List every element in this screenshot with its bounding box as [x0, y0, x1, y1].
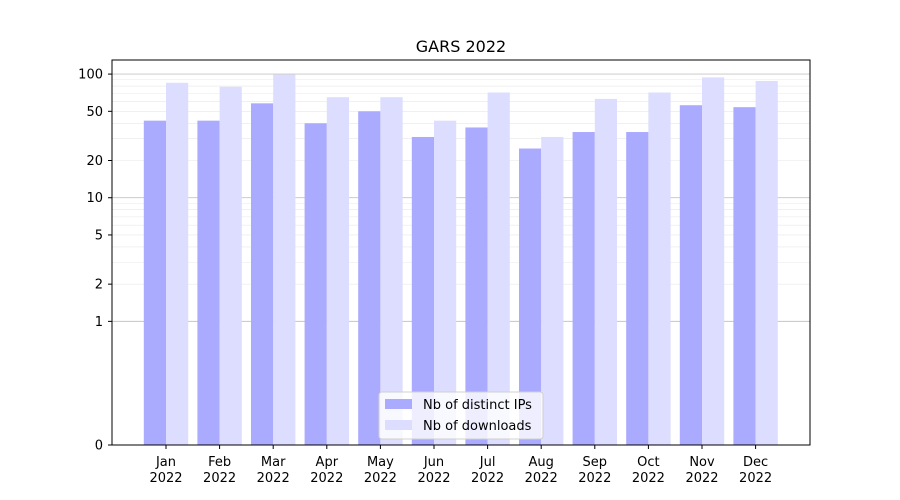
x-tick-label: May 2022: [364, 455, 397, 486]
bar-downloads: [648, 92, 671, 446]
bar-distinct-ips: [679, 105, 702, 445]
bar-downloads: [487, 92, 510, 446]
y-tick-label: 20: [86, 154, 103, 169]
x-tick-label: Jan 2022: [149, 455, 182, 486]
bar-downloads: [541, 136, 564, 445]
bar-downloads: [380, 97, 403, 446]
legend-box: [378, 391, 544, 440]
bar-downloads: [702, 77, 725, 445]
bar-downloads: [594, 98, 617, 445]
y-tick-label: 5: [95, 228, 103, 243]
y-tick-label: 50: [86, 105, 103, 120]
plot-frame: [111, 59, 811, 446]
x-tick-label: Sep 2022: [578, 455, 611, 486]
legend-swatch: [385, 399, 412, 409]
bar-distinct-ips: [304, 123, 327, 445]
legend: Nb of distinct IPs Nb of downloads: [378, 391, 544, 440]
bar-distinct-ips: [251, 103, 274, 445]
x-axis: Jan 2022 Feb 2022 Mar 2022 Apr 2022 May 2022 Jun 20…: [149, 445, 772, 486]
x-tick-label: Mar 2022: [257, 455, 290, 486]
bar-downloads: [755, 80, 778, 445]
x-tick-label: Jul 2022: [471, 455, 504, 486]
legend-swatch: [385, 420, 412, 430]
x-tick-label: Dec 2022: [739, 455, 772, 486]
bars: [143, 74, 778, 446]
y-tick-label: 0: [95, 439, 103, 454]
bar-distinct-ips: [197, 120, 220, 446]
bar-distinct-ips: [572, 132, 595, 446]
bar-distinct-ips: [465, 127, 488, 446]
chart-title: GARS 2022: [416, 37, 506, 56]
y-tick-label: 1: [95, 315, 103, 330]
bar-downloads: [326, 97, 349, 446]
x-tick-label: Oct 2022: [632, 455, 665, 486]
x-tick-label: Apr 2022: [310, 455, 343, 486]
x-tick-label: Nov 2022: [685, 455, 718, 486]
y-tick-label: 100: [78, 68, 103, 83]
bar-distinct-ips: [411, 136, 434, 445]
bar-distinct-ips: [626, 132, 649, 446]
bar-distinct-ips: [733, 107, 756, 445]
x-tick-label: Feb 2022: [203, 455, 236, 486]
legend-label: Nb of distinct IPs: [423, 398, 532, 413]
y-tick-label: 10: [86, 191, 103, 206]
y-tick-label: 2: [95, 278, 103, 293]
bar-distinct-ips: [519, 148, 542, 445]
legend-label: Nb of downloads: [423, 419, 532, 434]
bar-distinct-ips: [358, 111, 381, 445]
y-axis: 0 1 2 5 10 20 50 100: [78, 68, 112, 454]
bar-downloads: [166, 82, 189, 446]
bar-downloads: [434, 120, 457, 446]
bar-distinct-ips: [143, 120, 166, 446]
x-tick-label: Aug 2022: [525, 455, 558, 486]
x-tick-label: Jun 2022: [417, 455, 450, 486]
bar-downloads: [273, 74, 296, 445]
bar-downloads: [219, 86, 242, 446]
